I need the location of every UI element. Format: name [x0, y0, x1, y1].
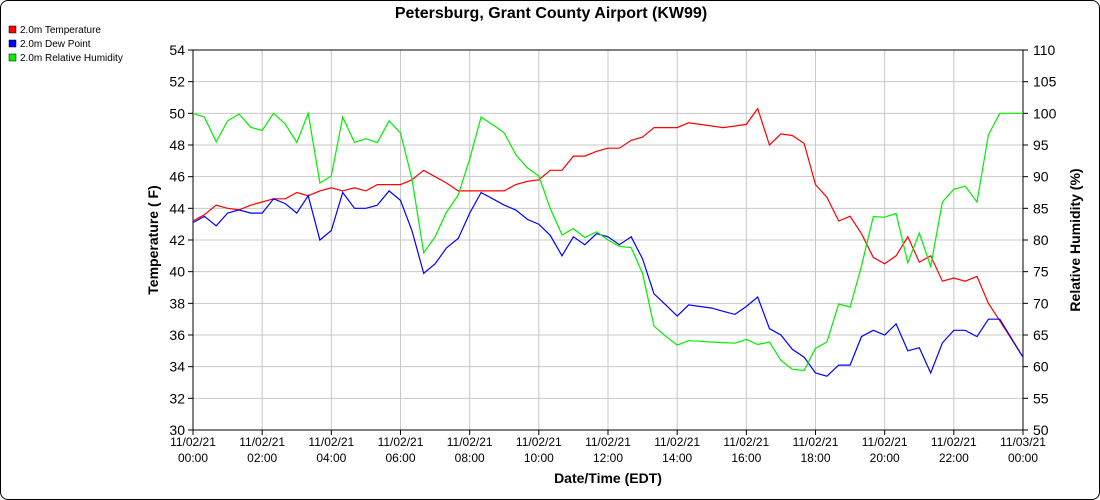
legend-label-1: 2.0m Temperature [20, 25, 101, 36]
x-axis: 11/02/21 00:00 11/02/21 02:00 11/02/21 04:00 1… [170, 430, 1046, 465]
y-axis-title: Temperature ( F) [145, 185, 161, 294]
y-tick-label: 52 [169, 74, 185, 90]
y2-tick-label: 50 [1033, 422, 1049, 438]
x-tick-date: 11/02/21 [585, 435, 631, 449]
x-tick-date: 11/02/21 [793, 435, 839, 449]
x-tick-time: 14:00 [662, 451, 692, 465]
legend-swatch-3 [8, 53, 17, 62]
y2-tick-label: 95 [1033, 137, 1049, 153]
y2-tick-label: 85 [1033, 200, 1049, 216]
y-tick-label: 46 [169, 169, 185, 185]
y2-tick-label: 70 [1033, 295, 1049, 311]
x-tick-date: 11/02/21 [723, 435, 769, 449]
y-tick-label: 42 [169, 232, 185, 248]
y-tick-label: 44 [169, 200, 185, 216]
legend: 2.0m Temperature 2.0m Dew Point 2.0m Relat… [8, 25, 123, 64]
y-tick-label: 54 [169, 42, 185, 58]
y-axis-right: 50 55 60 65 70 75 80 85 90 95 100 105 110 [1023, 42, 1057, 438]
x-tick-time: 02:00 [247, 451, 277, 465]
x-tick-time: 16:00 [731, 451, 761, 465]
x-tick-date: 11/02/21 [931, 435, 977, 449]
x-axis-title: Date/Time (EDT) [554, 470, 662, 486]
legend-swatch-2 [8, 39, 17, 48]
x-tick-time: 18:00 [800, 451, 830, 465]
y-tick-label: 50 [169, 105, 185, 121]
y-tick-label: 36 [169, 327, 185, 343]
x-tick-date: 11/02/21 [516, 435, 562, 449]
y2-tick-label: 100 [1033, 105, 1057, 121]
legend-label-3: 2.0m Relative Humidity [20, 53, 123, 64]
y2-tick-label: 80 [1033, 232, 1049, 248]
x-tick-time: 08:00 [455, 451, 485, 465]
x-tick-time: 22:00 [939, 451, 969, 465]
y2-tick-label: 60 [1033, 359, 1049, 375]
x-tick-time: 10:00 [524, 451, 554, 465]
y-tick-label: 34 [169, 359, 185, 375]
y-tick-label: 40 [169, 264, 185, 280]
legend-label-2: 2.0m Dew Point [20, 39, 91, 50]
y-tick-label: 38 [169, 295, 185, 311]
series-line-1 [192, 107, 1024, 358]
y-tick-label: 48 [169, 137, 185, 153]
y2-tick-label: 110 [1033, 42, 1056, 58]
y2-tick-label: 75 [1033, 264, 1049, 280]
x-tick-time: 00:00 [1008, 451, 1038, 465]
x-tick-date: 11/02/21 [170, 435, 216, 449]
x-tick-date: 11/02/21 [239, 435, 285, 449]
series-line-3 [192, 111, 1023, 372]
x-tick-date: 11/02/21 [862, 435, 908, 449]
x-tick-time: 06:00 [385, 451, 415, 465]
y2-tick-label: 55 [1033, 390, 1049, 406]
x-tick-date: 11/02/21 [654, 435, 700, 449]
legend-swatch-1 [8, 25, 17, 34]
y2-axis-title: Relative Humidity (%) [1067, 168, 1083, 311]
y2-tick-label: 90 [1033, 169, 1049, 185]
x-tick-date: 11/03/21 [1000, 435, 1046, 449]
x-tick-time: 04:00 [316, 451, 346, 465]
x-tick-time: 20:00 [870, 451, 900, 465]
x-tick-date: 11/02/21 [308, 435, 354, 449]
chart-title: Petersburg, Grant County Airport (KW99) [395, 5, 707, 22]
x-tick-date: 11/02/21 [378, 435, 424, 449]
y2-tick-label: 105 [1033, 74, 1057, 90]
y-axis-left: 30 32 34 36 38 40 42 44 46 48 50 52 54 [169, 42, 193, 438]
series-lines [192, 107, 1024, 377]
y-tick-label: 30 [169, 422, 185, 438]
y-tick-label: 32 [169, 390, 185, 406]
x-tick-time: 00:00 [178, 451, 208, 465]
x-tick-time: 12:00 [593, 451, 623, 465]
y2-tick-label: 65 [1033, 327, 1049, 343]
x-tick-date: 11/02/21 [447, 435, 493, 449]
